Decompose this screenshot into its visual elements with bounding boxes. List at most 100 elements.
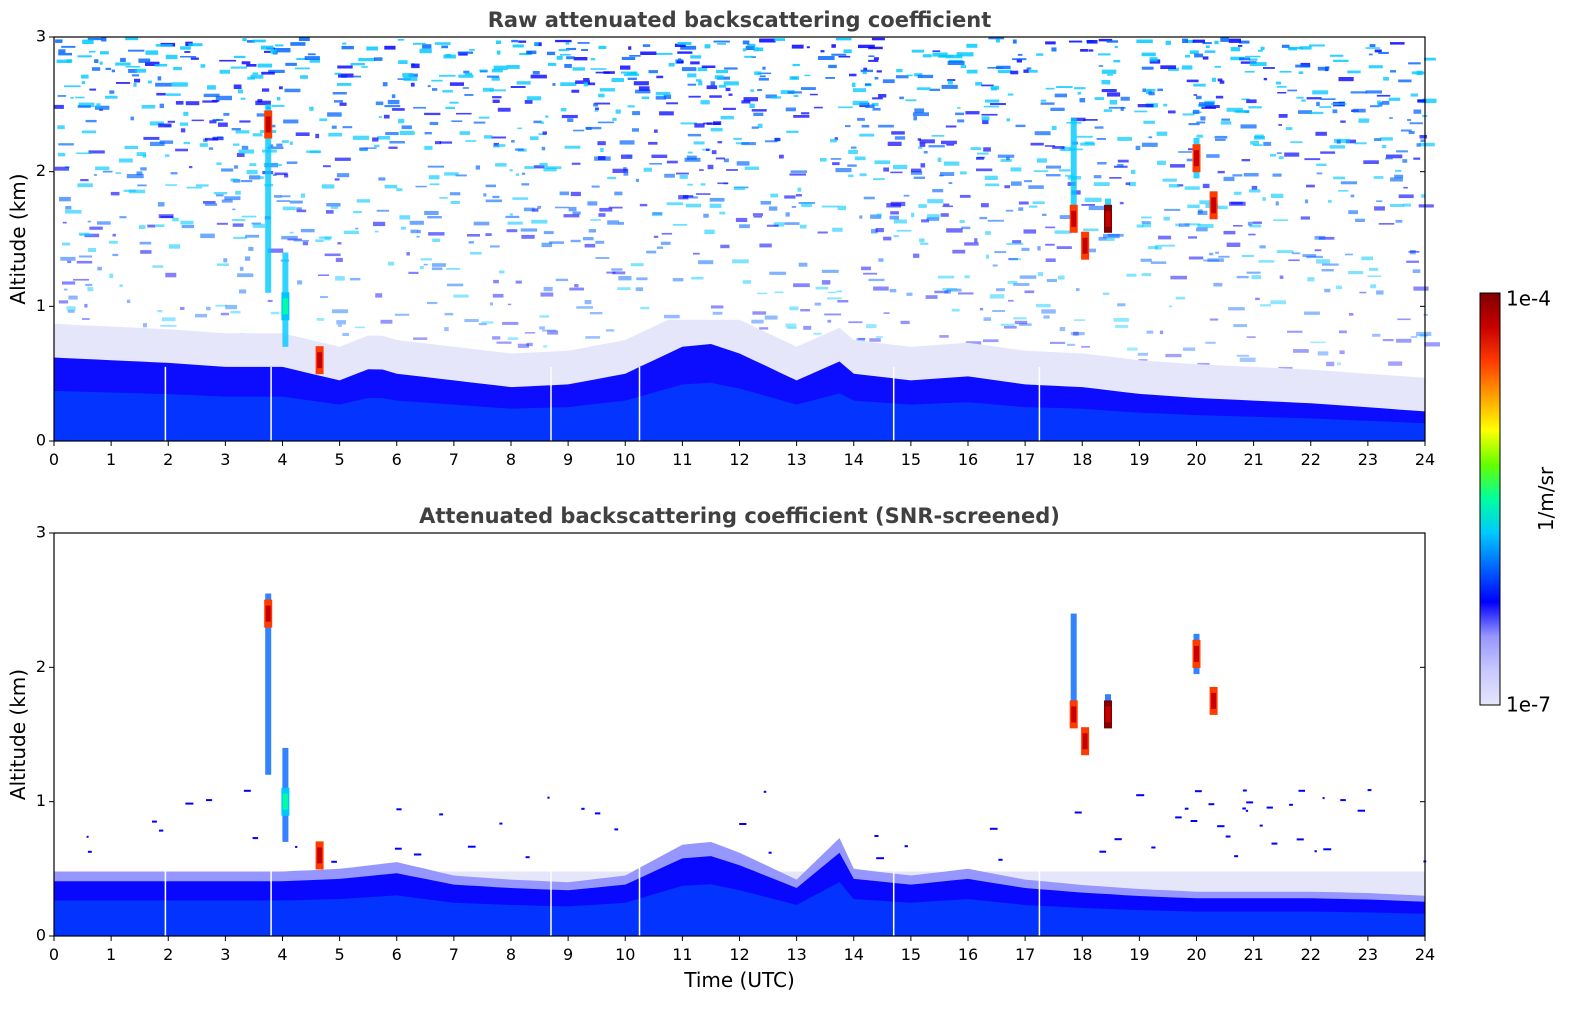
noise-speck bbox=[1196, 121, 1206, 124]
noise-speck bbox=[686, 155, 697, 160]
noise-speck bbox=[160, 325, 177, 327]
noise-speck bbox=[1140, 258, 1152, 262]
noise-speck bbox=[1202, 56, 1209, 60]
noise-speck bbox=[1064, 174, 1074, 177]
noise-speck bbox=[742, 280, 751, 284]
noise-speck bbox=[276, 143, 283, 147]
noise-speck bbox=[598, 156, 606, 160]
noise-speck bbox=[279, 86, 283, 90]
noise-speck bbox=[467, 234, 480, 237]
noise-speck bbox=[555, 278, 569, 282]
noise-speck bbox=[958, 292, 974, 295]
noise-speck bbox=[1208, 803, 1215, 806]
noise-speck bbox=[1114, 838, 1122, 841]
noise-speck bbox=[441, 45, 448, 49]
noise-speck bbox=[635, 178, 639, 182]
noise-speck bbox=[1221, 118, 1230, 121]
noise-speck bbox=[932, 50, 941, 52]
noise-speck bbox=[1374, 49, 1382, 53]
noise-speck bbox=[1141, 216, 1152, 219]
noise-speck bbox=[560, 82, 577, 86]
noise-speck bbox=[1359, 291, 1367, 294]
noise-speck bbox=[565, 42, 570, 45]
noise-speck bbox=[1019, 323, 1032, 326]
noise-speck bbox=[142, 323, 147, 328]
noise-speck bbox=[1109, 177, 1122, 179]
noise-speck bbox=[770, 96, 782, 99]
noise-speck bbox=[1041, 309, 1056, 314]
noise-speck bbox=[700, 183, 706, 186]
noise-speck bbox=[1239, 40, 1250, 44]
noise-speck bbox=[300, 75, 308, 79]
noise-speck bbox=[191, 119, 204, 122]
noise-speck bbox=[585, 336, 601, 339]
noise-speck bbox=[526, 50, 537, 55]
noise-speck bbox=[496, 50, 501, 55]
noise-speck bbox=[135, 68, 146, 73]
noise-speck bbox=[889, 215, 899, 220]
noise-speck bbox=[987, 219, 1004, 222]
noise-speck bbox=[757, 123, 763, 128]
noise-speck bbox=[1397, 318, 1411, 321]
noise-speck bbox=[243, 789, 251, 792]
noise-speck bbox=[128, 49, 145, 52]
noise-speck bbox=[862, 72, 867, 75]
noise-speck bbox=[282, 206, 296, 211]
noise-speck bbox=[1012, 39, 1017, 44]
x-tick-label: 4 bbox=[277, 945, 287, 964]
noise-speck bbox=[759, 327, 769, 330]
noise-speck bbox=[1244, 71, 1255, 73]
noise-speck bbox=[1416, 331, 1432, 336]
noise-speck bbox=[1370, 284, 1377, 289]
raw-data-gaps bbox=[164, 366, 1041, 441]
cloud-core bbox=[282, 793, 288, 810]
noise-speck bbox=[1251, 275, 1262, 280]
noise-speck bbox=[328, 132, 343, 137]
noise-speck bbox=[784, 222, 800, 225]
noise-speck bbox=[1357, 809, 1365, 812]
colorbar: 1e-4 1e-7 1/m/sr bbox=[1479, 287, 1558, 717]
noise-speck bbox=[1378, 223, 1395, 225]
noise-speck bbox=[813, 332, 822, 335]
noise-speck bbox=[341, 45, 354, 50]
noise-speck bbox=[581, 807, 585, 810]
noise-speck bbox=[1237, 45, 1243, 47]
noise-speck bbox=[815, 286, 829, 290]
noise-speck bbox=[157, 202, 165, 207]
noise-speck bbox=[899, 96, 904, 100]
noise-speck bbox=[1406, 260, 1419, 263]
noise-speck bbox=[569, 287, 584, 291]
noise-speck bbox=[1175, 223, 1181, 227]
noise-speck bbox=[1248, 233, 1256, 236]
noise-speck bbox=[611, 268, 623, 271]
noise-speck bbox=[179, 122, 189, 126]
noise-speck bbox=[295, 132, 310, 136]
noise-speck bbox=[78, 102, 95, 108]
noise-speck bbox=[202, 100, 218, 103]
noise-speck bbox=[157, 76, 162, 81]
noise-speck bbox=[764, 315, 778, 320]
noise-speck bbox=[571, 162, 581, 165]
noise-speck bbox=[339, 102, 347, 106]
noise-speck bbox=[607, 176, 616, 180]
noise-speck bbox=[428, 232, 445, 236]
noise-speck bbox=[108, 240, 118, 244]
noise-speck bbox=[244, 256, 251, 261]
noise-speck bbox=[59, 196, 71, 202]
noise-speck bbox=[1228, 38, 1241, 43]
noise-speck bbox=[380, 319, 393, 324]
noise-speck bbox=[273, 174, 277, 176]
noise-speck bbox=[512, 197, 529, 200]
noise-speck bbox=[1382, 339, 1394, 342]
noise-speck bbox=[843, 49, 852, 53]
noise-speck bbox=[490, 302, 493, 306]
noise-speck bbox=[62, 242, 71, 246]
noise-speck bbox=[576, 306, 593, 309]
noise-speck bbox=[1137, 104, 1154, 108]
noise-speck bbox=[1046, 165, 1062, 169]
noise-speck bbox=[152, 265, 164, 268]
noise-speck bbox=[926, 217, 940, 221]
noise-speck bbox=[216, 162, 222, 165]
noise-speck bbox=[595, 107, 599, 110]
